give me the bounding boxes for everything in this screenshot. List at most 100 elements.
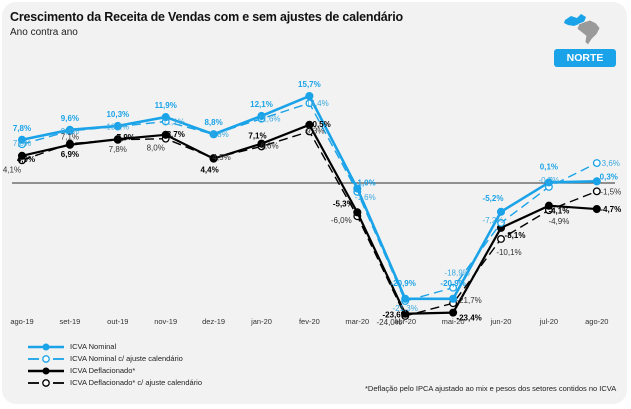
data-label: -1,6% (355, 193, 376, 202)
x-tick-label: jul-20 (539, 317, 558, 326)
data-label: 11,1% (163, 118, 185, 127)
data-point (353, 208, 362, 217)
data-label: 8,8% (210, 130, 228, 139)
line-chart: 7,8% 9,6% 10,3% 11,9% 8,8% 12,1% 15,7% -1,0% -20… (3, 80, 621, 327)
data-point (113, 135, 122, 144)
data-point (305, 91, 314, 101)
x-tick-label: mai-20 (442, 317, 465, 326)
chart-title: Crescimento da Receita de Vendas com e s… (10, 10, 403, 24)
data-label: -4,9% (548, 217, 569, 226)
data-point (161, 113, 170, 122)
data-label: 7,8% (109, 145, 127, 154)
data-label: -4,1% (548, 207, 569, 216)
data-point (65, 125, 74, 134)
data-point (497, 235, 505, 243)
data-label: -23,6% (383, 311, 408, 320)
data-point (257, 111, 266, 121)
data-label: -18,9% (444, 269, 469, 278)
legend-label: ICVA Deflacionado* (70, 366, 136, 375)
data-point (65, 140, 74, 149)
x-tick-label: dez-19 (202, 317, 225, 326)
region-badge: NORTE (554, 49, 616, 67)
data-point (353, 184, 362, 193)
data-label: -20,9% (440, 279, 465, 288)
x-tick-label: fev-20 (299, 317, 320, 326)
data-label: 9,6% (61, 114, 79, 123)
data-label: -1,5% (600, 187, 621, 196)
x-tick-label: nov-19 (154, 317, 177, 326)
data-label: -21,3% (393, 304, 418, 313)
data-label: 8,8% (204, 118, 222, 127)
data-point (592, 159, 601, 168)
data-label: 4,9% (17, 155, 35, 164)
data-point (401, 309, 410, 318)
data-label: -21,7% (456, 296, 481, 305)
data-point (496, 207, 506, 216)
data-label: 7,1% (248, 132, 266, 141)
data-label: 10,5% (308, 120, 331, 129)
data-point (544, 201, 553, 210)
legend-label: ICVA Nominal c/ ajuste calendário (70, 354, 183, 363)
data-label: 8,7% (167, 130, 185, 139)
chart-card (2, 2, 627, 404)
data-point (497, 218, 505, 227)
data-point (592, 177, 601, 186)
data-label: 9,4% (61, 127, 79, 136)
data-point (401, 294, 410, 303)
legend-label: ICVA Deflacionado* c/ ajuste calendário (70, 378, 203, 387)
data-label: -7,2% (483, 216, 504, 225)
data-label: -20,9% (391, 279, 416, 288)
data-point (592, 204, 601, 214)
x-tick-label: set-19 (59, 317, 80, 326)
data-label: -8,1% (505, 231, 526, 240)
brazil-map-icon (564, 14, 601, 46)
data-label: 4,5% (212, 153, 230, 162)
data-label: 10,3% (106, 110, 129, 119)
x-tick-label: mar-20 (345, 317, 369, 326)
data-label: -24,0% (377, 318, 402, 327)
x-tick-label: ago-20 (585, 317, 608, 326)
data-label: 0,1% (540, 162, 558, 171)
data-point (161, 130, 170, 139)
data-label: 6,9% (61, 150, 79, 159)
data-label: 7,1% (61, 133, 79, 142)
data-label: 7,8% (13, 124, 31, 133)
data-label: 9,3% (306, 126, 324, 135)
x-tick-label: out-19 (107, 317, 128, 326)
data-label: 6,6% (260, 141, 278, 150)
x-tick-label: jun-20 (490, 317, 512, 326)
chart-subtitle: Ano contra ano (10, 27, 78, 38)
data-label: 7,0% (13, 139, 31, 148)
data-label: -23,4% (456, 314, 481, 323)
data-label: -4,7% (600, 205, 621, 214)
data-label: -5,3% (333, 199, 354, 208)
data-point (113, 121, 122, 130)
data-label: 8,0% (147, 144, 165, 153)
data-point (544, 178, 553, 187)
x-tick-label: abr-20 (394, 317, 416, 326)
legend-label: ICVA Nominal (70, 342, 117, 351)
x-tick-label: ago-19 (10, 317, 33, 326)
data-point (209, 130, 218, 139)
data-point (449, 308, 458, 317)
data-label: 14,4% (306, 99, 329, 108)
data-point (449, 294, 458, 303)
data-label: 4,4% (200, 166, 218, 175)
data-label: -1,0% (355, 179, 376, 188)
data-label: -10,1% (496, 248, 521, 257)
data-point (592, 187, 601, 196)
data-label: -6,0% (331, 216, 352, 225)
data-point (17, 135, 27, 144)
data-point (17, 151, 27, 160)
data-label: -0,7% (538, 176, 559, 185)
data-point (449, 283, 458, 292)
data-label: 0,3% (600, 172, 618, 181)
data-label: 7,9% (117, 133, 135, 142)
data-point (305, 120, 314, 129)
data-label: 12,1% (250, 100, 273, 109)
data-label: 11,6% (258, 115, 280, 124)
data-point (209, 154, 218, 163)
footnote: *Deflação pelo IPCA ajustado ao mix e pe… (365, 384, 617, 393)
data-point (257, 139, 266, 148)
data-label: 3,6% (602, 159, 620, 168)
